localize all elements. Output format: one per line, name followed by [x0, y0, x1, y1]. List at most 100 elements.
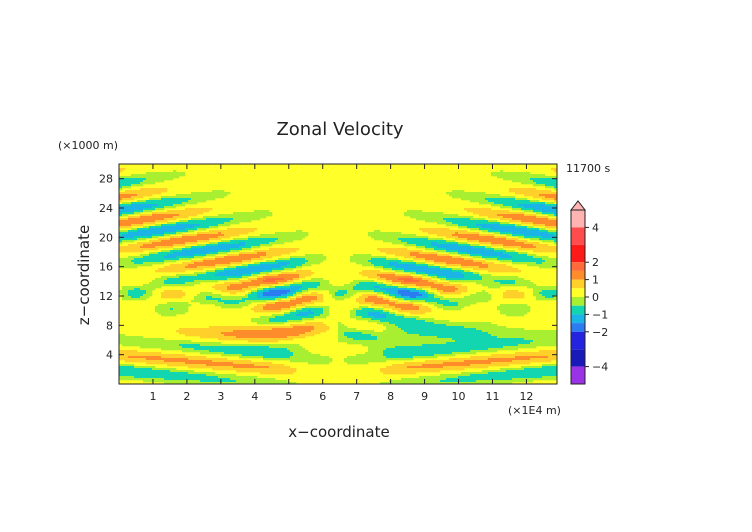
field-cell — [269, 302, 273, 305]
field-cell — [524, 230, 528, 233]
field-cell — [464, 288, 468, 291]
field-cell — [464, 238, 468, 241]
field-cell — [458, 190, 462, 193]
field-cell — [131, 190, 135, 193]
field-cell — [362, 262, 366, 265]
field-cell — [506, 240, 510, 243]
field-cell — [536, 216, 540, 219]
field-cell — [452, 232, 456, 235]
field-cell — [146, 232, 150, 235]
field-cell — [170, 278, 174, 281]
field-cell — [392, 282, 396, 285]
field-cell — [422, 252, 426, 255]
field-cell — [197, 234, 201, 237]
field-cell — [278, 258, 282, 261]
field-cell — [551, 206, 555, 209]
field-cell — [371, 276, 375, 279]
field-cell — [356, 254, 360, 257]
field-cell — [473, 260, 477, 263]
field-cell — [143, 176, 147, 179]
field-cell — [548, 234, 552, 237]
field-cell — [161, 238, 165, 241]
field-cell — [248, 288, 252, 291]
field-cell — [542, 294, 546, 297]
field-cell — [413, 216, 417, 219]
field-cell — [455, 286, 459, 289]
field-cell — [203, 250, 207, 253]
field-cell — [485, 210, 489, 213]
field-cell — [146, 228, 150, 231]
field-cell — [545, 222, 549, 225]
field-cell — [347, 284, 351, 287]
field-cell — [293, 260, 297, 263]
field-cell — [488, 280, 492, 283]
field-cell — [548, 194, 552, 197]
field-cell — [188, 276, 192, 279]
field-cell — [260, 216, 264, 219]
field-cell — [545, 286, 549, 289]
field-cell — [185, 196, 189, 199]
field-cell — [248, 268, 252, 271]
field-cell — [431, 268, 435, 271]
field-cell — [137, 262, 141, 265]
field-cell — [173, 294, 177, 297]
field-cell — [416, 294, 420, 297]
field-cell — [392, 232, 396, 235]
field-cell — [209, 232, 213, 235]
field-cell — [476, 218, 480, 221]
field-cell — [488, 222, 492, 225]
field-cell — [386, 264, 390, 267]
field-cell — [530, 182, 534, 185]
field-cell — [128, 234, 132, 237]
field-cell — [461, 232, 465, 235]
field-cell — [452, 286, 456, 289]
field-cell — [473, 266, 477, 269]
field-cell — [134, 266, 138, 269]
field-cell — [401, 280, 405, 283]
field-cell — [461, 220, 465, 223]
field-cell — [536, 250, 540, 253]
field-cell — [212, 196, 216, 199]
field-cell — [164, 176, 168, 179]
field-cell — [296, 298, 300, 301]
field-cell — [512, 244, 516, 247]
field-cell — [164, 204, 168, 207]
field-cell — [491, 240, 495, 243]
field-cell — [152, 188, 156, 191]
field-cell — [197, 236, 201, 239]
field-cell — [209, 280, 213, 283]
field-cell — [188, 254, 192, 257]
field-cell — [503, 226, 507, 229]
field-cell — [185, 264, 189, 267]
field-cell — [476, 208, 480, 211]
field-cell — [476, 240, 480, 243]
field-cell — [395, 252, 399, 255]
field-cell — [221, 252, 225, 255]
field-cell — [167, 172, 171, 175]
field-cell — [185, 208, 189, 211]
field-cell — [527, 264, 531, 267]
field-cell — [476, 244, 480, 247]
field-cell — [377, 272, 381, 275]
field-cell — [215, 230, 219, 233]
field-cell — [494, 230, 498, 233]
field-cell — [437, 262, 441, 265]
field-cell — [209, 298, 213, 301]
field-cell — [464, 264, 468, 267]
field-cell — [119, 208, 123, 211]
field-cell — [485, 226, 489, 229]
field-cell — [173, 202, 177, 205]
field-cell — [407, 252, 411, 255]
field-cell — [524, 204, 528, 207]
field-cell — [224, 258, 228, 261]
field-cell — [215, 224, 219, 227]
field-cell — [476, 220, 480, 223]
field-cell — [533, 242, 537, 245]
field-cell — [443, 278, 447, 281]
field-cell — [524, 226, 528, 229]
field-cell — [491, 210, 495, 213]
field-cell — [500, 284, 504, 287]
field-cell — [539, 184, 543, 187]
field-cell — [395, 240, 399, 243]
field-cell — [497, 244, 501, 247]
